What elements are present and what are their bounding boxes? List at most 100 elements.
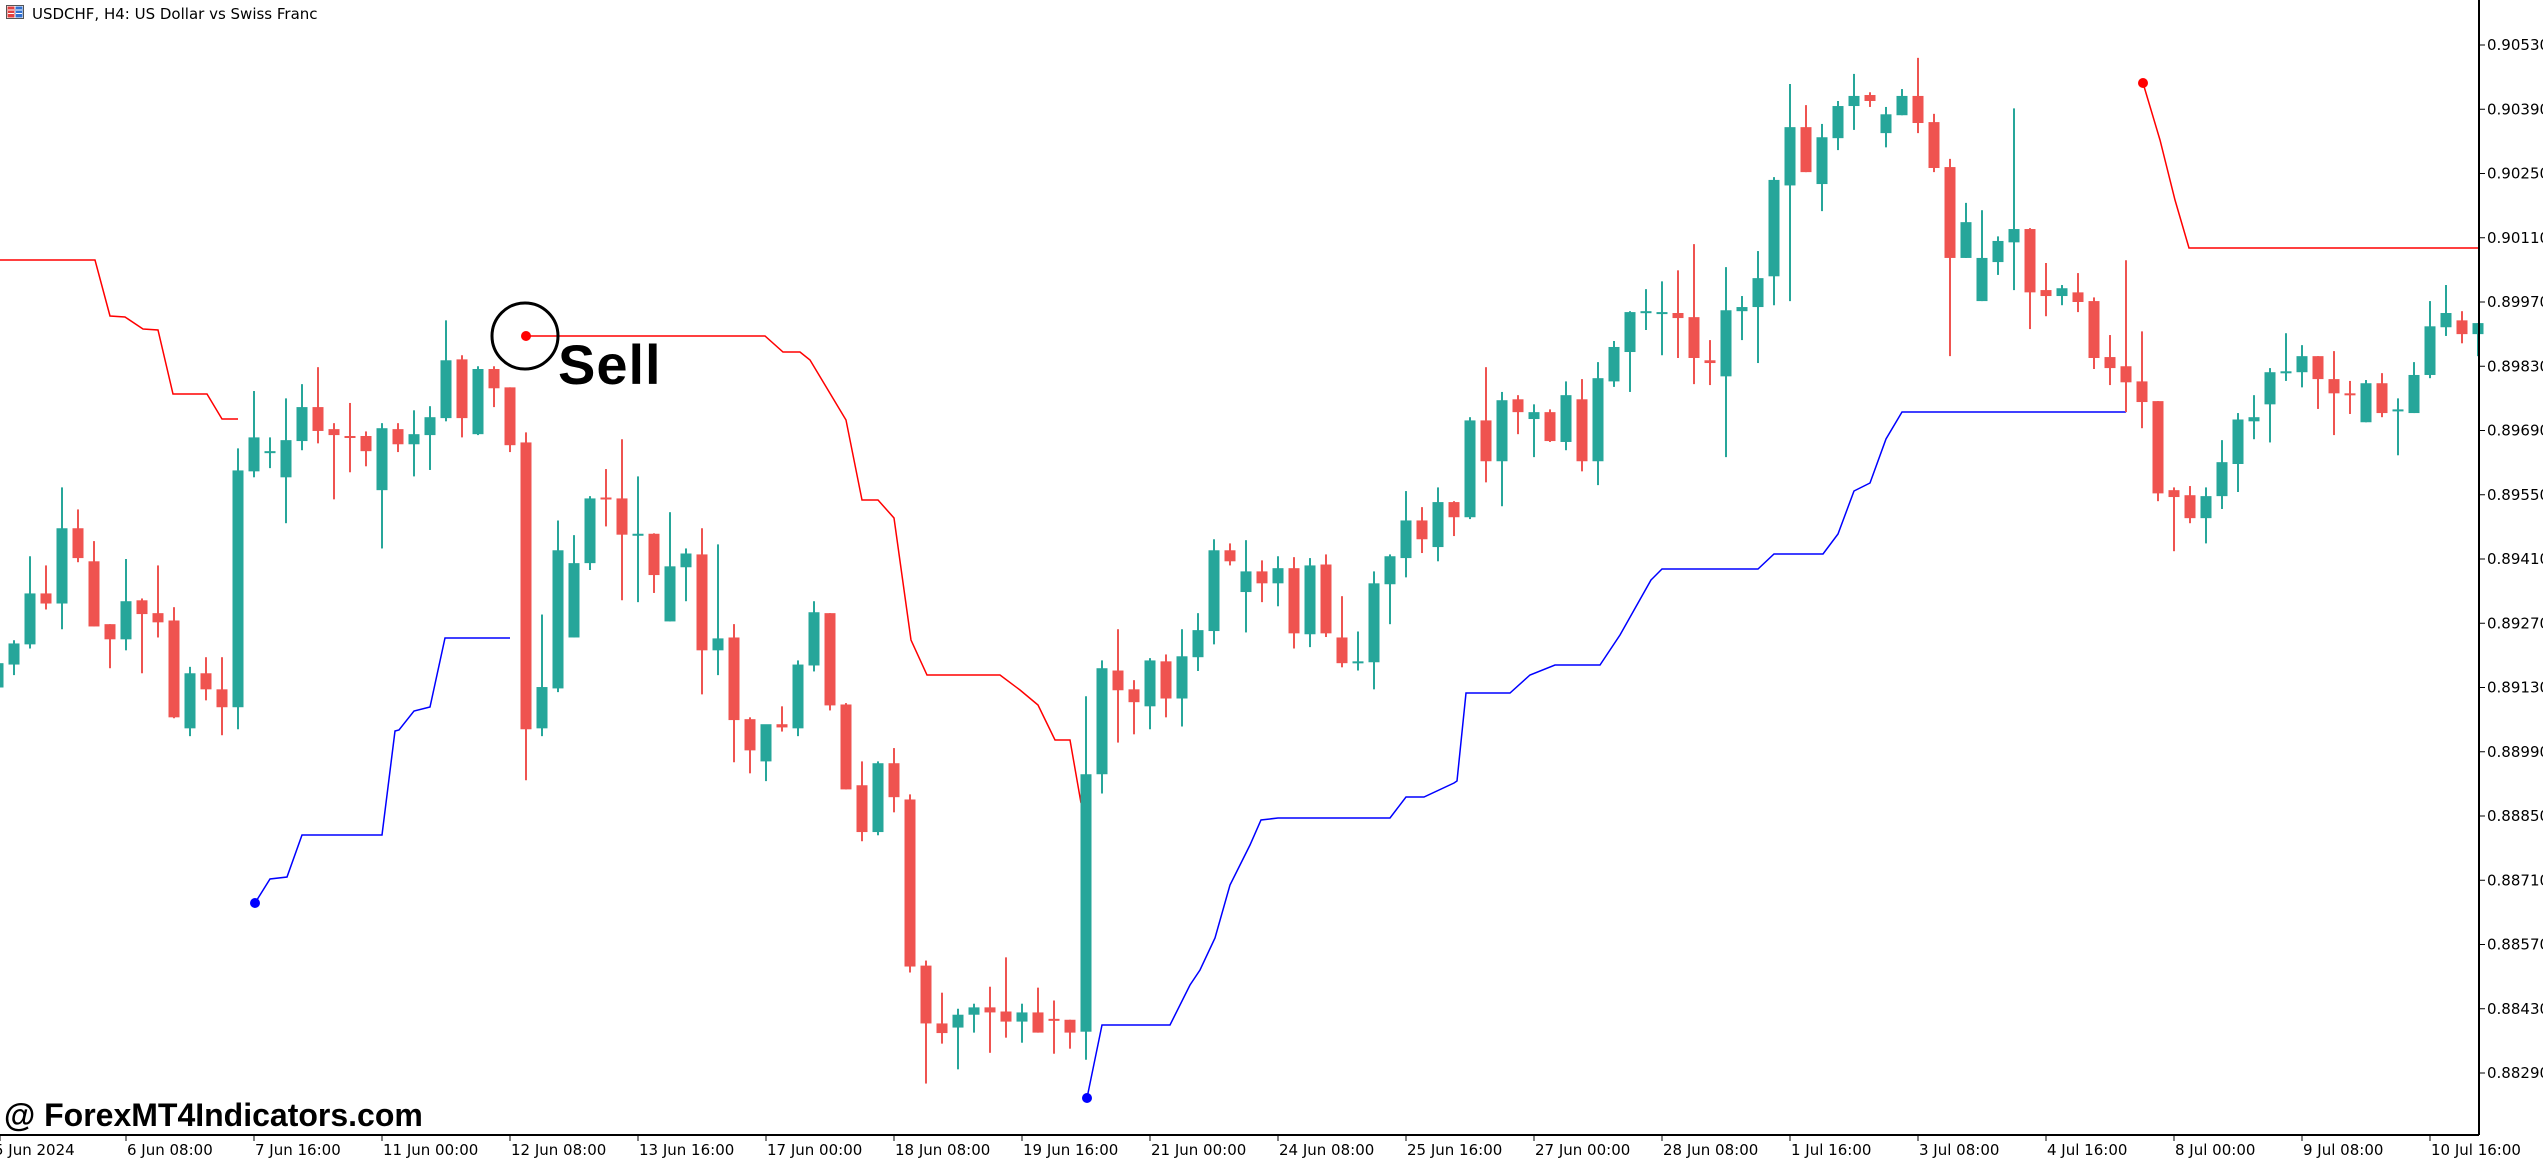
candle	[1544, 409, 1556, 442]
candle	[936, 992, 948, 1044]
candle	[728, 624, 740, 763]
candle	[1048, 1000, 1060, 1054]
candle	[2152, 401, 2164, 502]
candle	[1512, 395, 1524, 435]
price-tick-label: 0.88430	[2487, 1000, 2543, 1018]
candle	[2120, 260, 2132, 413]
candle	[968, 1003, 980, 1033]
candle	[1848, 73, 1860, 130]
candle	[2344, 380, 2356, 414]
candle	[712, 544, 724, 676]
candle	[1224, 543, 1236, 566]
candle	[232, 448, 244, 730]
resistance-line	[526, 335, 1082, 804]
candle	[952, 1008, 964, 1070]
candle	[2008, 108, 2020, 291]
candle	[1704, 340, 1716, 386]
buy-signal-dot	[1082, 1093, 1092, 1103]
candle	[2024, 228, 2036, 330]
candle	[520, 432, 532, 781]
candle	[424, 406, 436, 470]
candle	[1480, 367, 1492, 483]
time-tick-label: 4 Jul 16:00	[2047, 1141, 2127, 1159]
candle	[344, 402, 356, 473]
time-tick-label: 10 Jul 16:00	[2431, 1141, 2521, 1159]
candle	[552, 520, 564, 693]
candle	[1832, 100, 1844, 151]
candle	[184, 666, 196, 737]
candle	[24, 556, 36, 649]
candle	[1752, 251, 1764, 364]
time-tick-label: 25 Jun 16:00	[1407, 1141, 1502, 1159]
candle	[408, 410, 420, 477]
candle	[1128, 680, 1140, 735]
candle	[152, 565, 164, 638]
candle	[1992, 236, 2004, 275]
candle	[1320, 554, 1332, 638]
candle	[1528, 404, 1540, 458]
candle	[1768, 177, 1780, 306]
chart-window-icon	[6, 5, 24, 23]
candle	[2088, 297, 2100, 370]
price-tick-label: 0.89550	[2487, 486, 2543, 504]
candle	[1640, 289, 1652, 330]
candle	[1464, 417, 1476, 520]
candle	[136, 598, 148, 674]
candle	[2408, 362, 2420, 414]
time-tick-label: 1 Jul 16:00	[1791, 1141, 1871, 1159]
candle	[392, 423, 404, 453]
candle	[776, 706, 788, 732]
candle	[616, 439, 628, 601]
candle	[1064, 1019, 1076, 1049]
signal-markers	[250, 78, 2148, 1103]
candle	[8, 640, 20, 676]
candle	[2232, 413, 2244, 492]
candle	[56, 487, 68, 630]
candle	[904, 794, 916, 973]
candle	[1016, 1003, 1028, 1043]
candle	[2440, 285, 2452, 336]
candle	[840, 703, 852, 790]
time-tick-label: 27 Jun 00:00	[1535, 1141, 1630, 1159]
price-tick-label: 0.89690	[2487, 422, 2543, 440]
resistance-line	[2142, 82, 2478, 249]
support-line	[1086, 411, 2126, 1099]
time-tick-label: 8 Jul 00:00	[2175, 1141, 2255, 1159]
candle	[376, 423, 388, 549]
candlesticks	[0, 57, 2484, 1084]
candle	[1976, 210, 1988, 302]
candle	[1960, 202, 1972, 258]
support-line	[254, 637, 510, 904]
candle	[1192, 613, 1204, 671]
candle	[1176, 629, 1188, 727]
candle	[360, 431, 372, 467]
candle	[2456, 311, 2468, 344]
price-tick-label: 0.88290	[2487, 1064, 2543, 1082]
candle	[1096, 660, 1108, 794]
candle	[1944, 158, 1956, 357]
candle	[1688, 244, 1700, 385]
candle	[1432, 487, 1444, 562]
resistance-line	[0, 259, 238, 420]
candle	[488, 366, 500, 408]
candle	[1592, 362, 1604, 486]
time-tick-label: 12 Jun 08:00	[511, 1141, 606, 1159]
candle	[2040, 262, 2052, 317]
candle	[40, 565, 52, 610]
candle	[1880, 106, 1892, 148]
candle	[1272, 556, 1284, 607]
candle	[2072, 273, 2084, 313]
candle	[2264, 368, 2276, 443]
candle	[504, 387, 516, 453]
candle	[2248, 395, 2260, 440]
candle	[440, 320, 452, 422]
sell-signal-dot	[2138, 78, 2148, 88]
price-tick-label: 0.89130	[2487, 679, 2543, 697]
price-tick-label: 0.90250	[2487, 165, 2543, 183]
candle	[1000, 957, 1012, 1038]
candle	[648, 533, 660, 593]
candle	[2312, 356, 2324, 409]
candle	[168, 607, 180, 719]
